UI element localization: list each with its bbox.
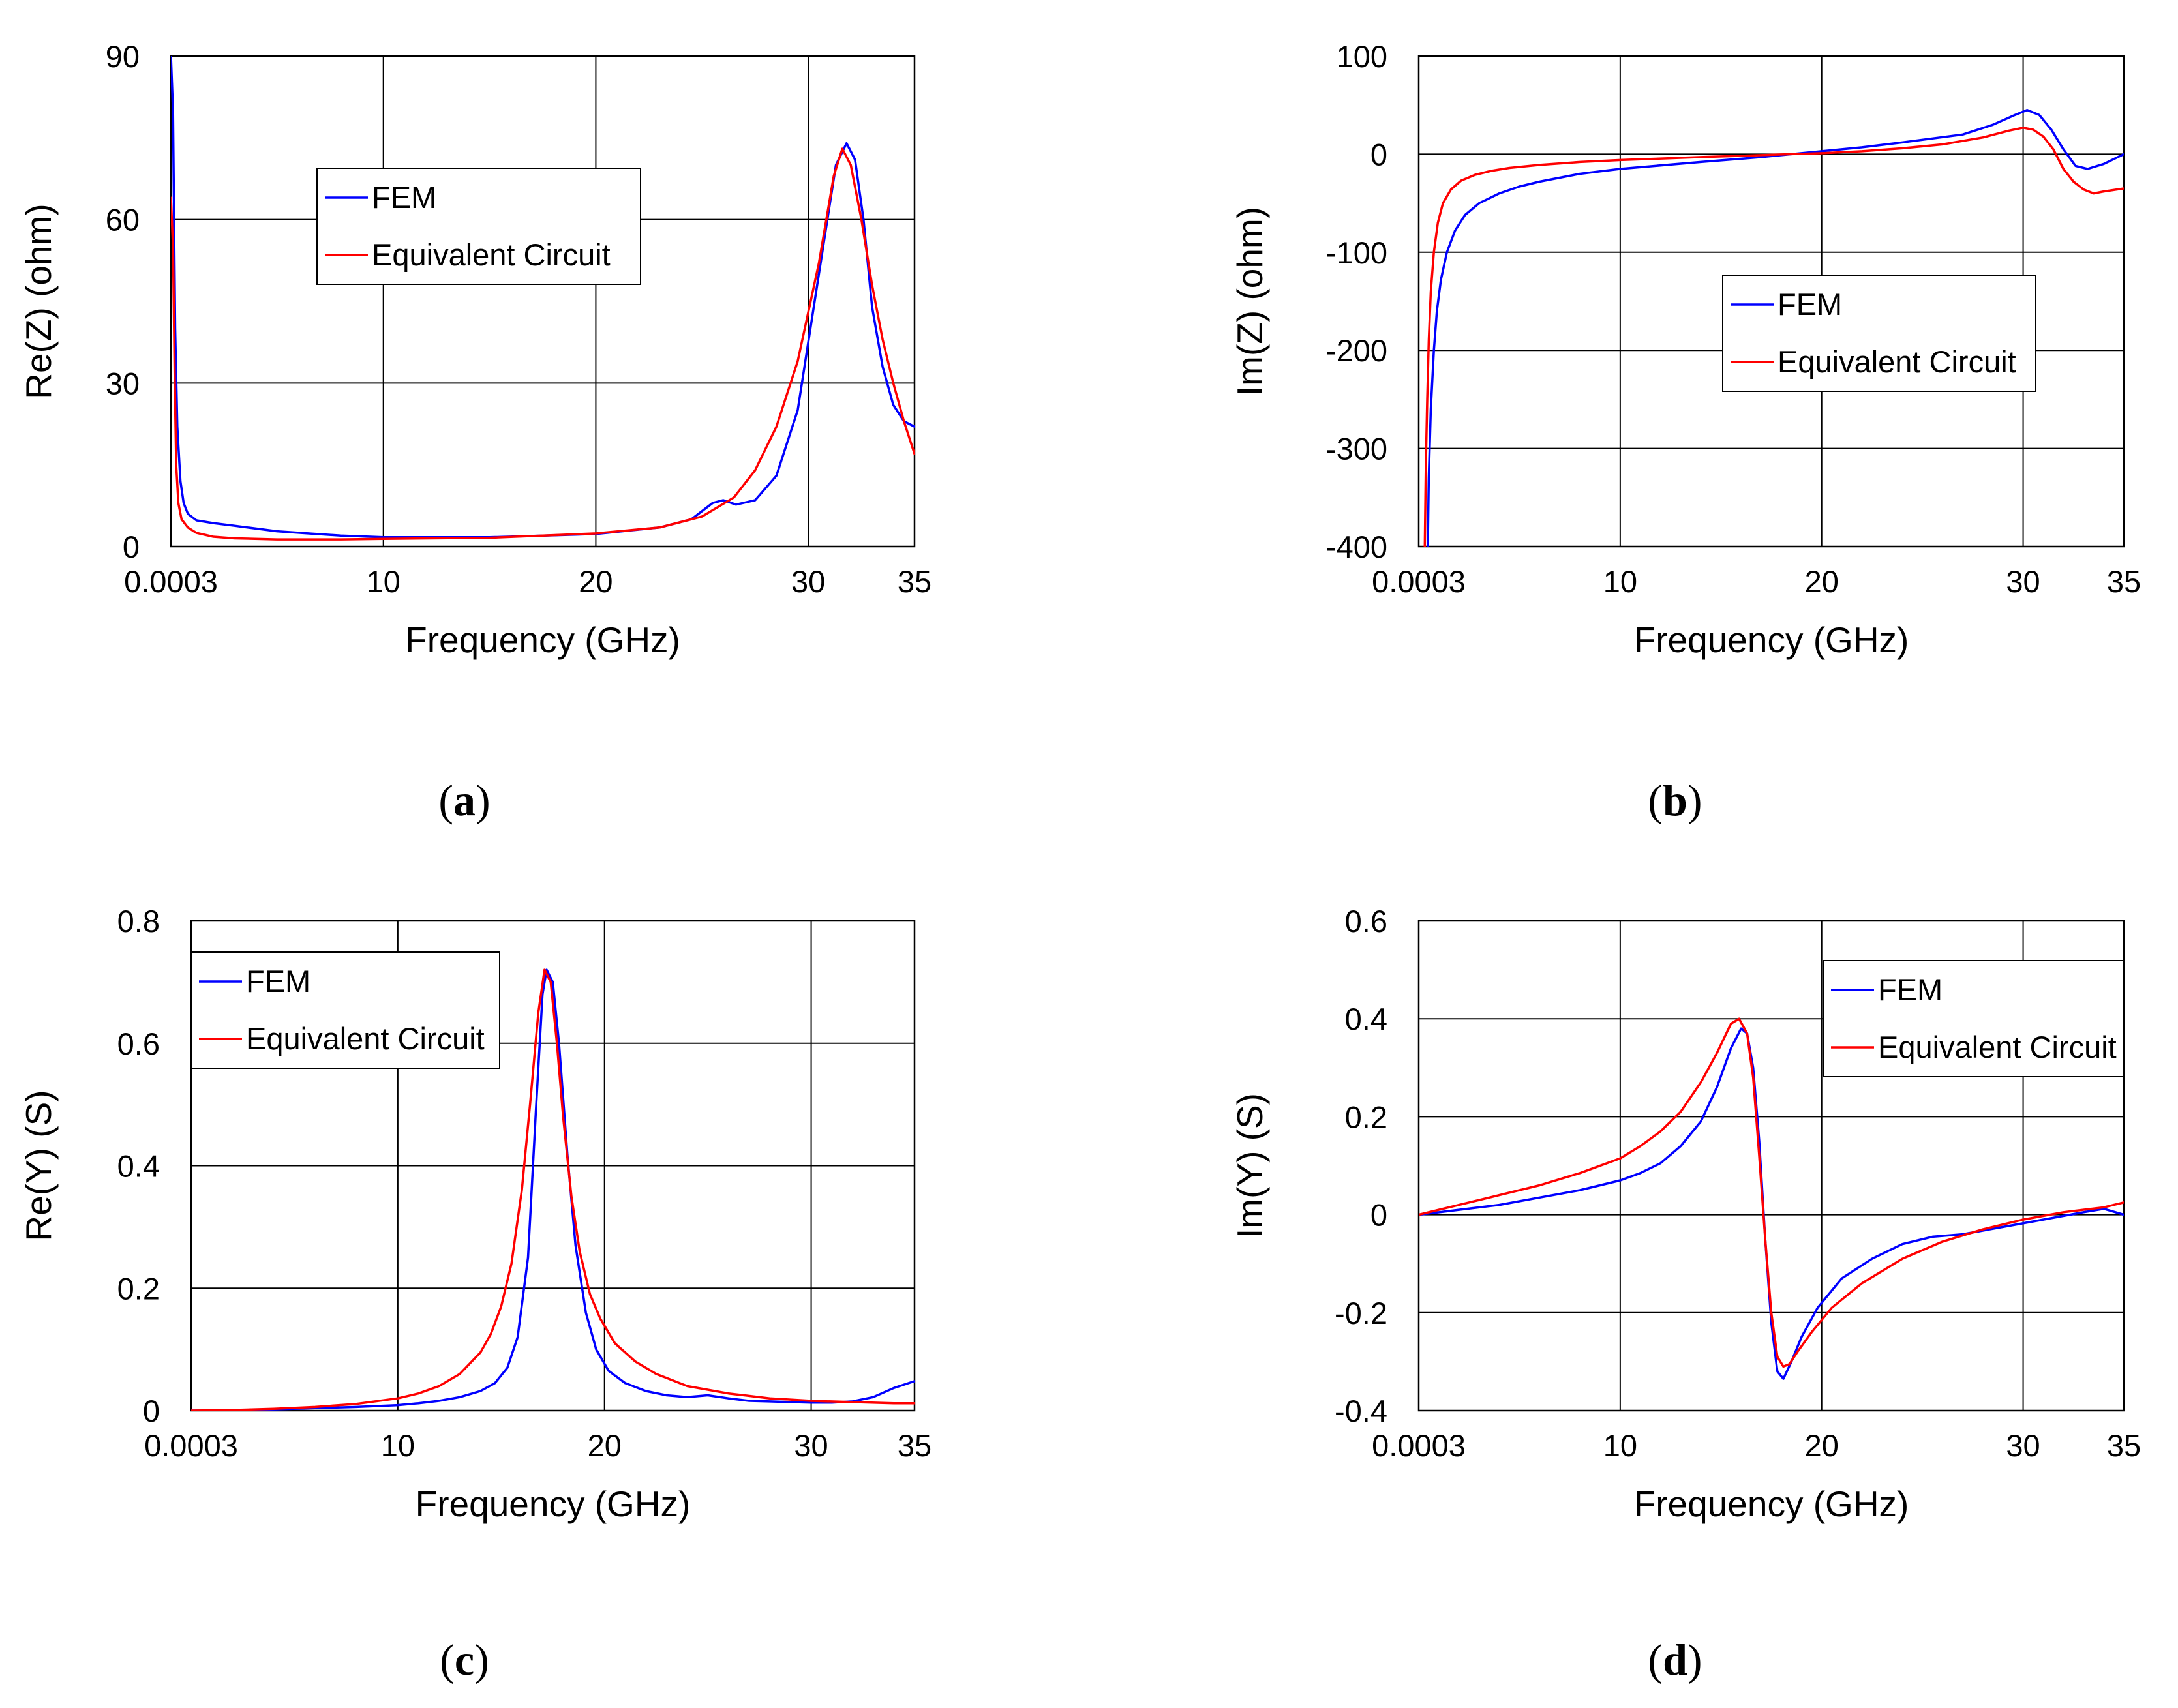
x-tick-label: 0.0003 [1372,1428,1466,1463]
y-tick-label: -0.2 [1335,1296,1387,1330]
y-tick-label: -300 [1326,432,1387,466]
y-tick-label: -100 [1326,235,1387,270]
y-tick-label: 0.2 [117,1271,160,1306]
legend: FEM Equivalent Circuit [316,168,641,285]
y-tick-label: 90 [106,39,140,74]
x-axis-title: Frequency (GHz) [1634,620,1909,660]
x-tick-label: 30 [791,564,825,599]
legend-label: FEM [1878,972,1943,1007]
x-tick-label: 20 [579,564,613,599]
x-tick-label: 30 [2006,564,2040,599]
y-tick-label: 30 [106,366,140,400]
series-line-fem [1419,1027,2124,1380]
legend-label: Equivalent Circuit [372,237,611,272]
x-tick-label: 35 [898,564,931,599]
legend-label: FEM [372,180,436,215]
plot-frame [170,55,916,548]
plot-frame [190,920,916,1412]
legend-box [190,951,500,1069]
x-tick-label: 0.0003 [1372,564,1466,599]
y-tick-label: 0.2 [1345,1100,1387,1134]
chart-panel-c: 0.0003 10 20 30 35 0 0.2 0.4 0.6 0.8 Frequency (GH… [18,904,931,1524]
panel-label: (c) [440,1635,489,1685]
legend: FEM Equivalent Circuit [1722,275,2036,392]
x-axis-title: Frequency (GHz) [416,1484,691,1524]
x-axis-title: Frequency (GHz) [405,620,680,660]
series-line-fem [1427,108,2124,547]
panel-label: (b) [1648,775,1702,825]
series-line-equivalent-circuit [171,147,915,541]
plot-frame [1417,55,2125,548]
x-tick-label: 10 [367,564,401,599]
series-line-equivalent-circuit [1419,1017,2124,1368]
legend-label: Equivalent Circuit [1777,344,2016,379]
y-tick-label: 0 [143,1394,160,1428]
y-tick-label: 0.6 [1345,904,1387,938]
y-tick-label: 0.4 [117,1149,160,1184]
plot-frame [1417,920,2125,1412]
x-tick-label: 35 [898,1428,931,1463]
y-tick-label: 0.6 [117,1026,160,1061]
x-tick-label: 10 [381,1428,415,1463]
x-tick-label: 30 [2006,1428,2040,1463]
y-tick-label: -400 [1326,530,1387,564]
y-tick-label: 0.8 [117,904,160,938]
y-tick-label: 0 [1370,137,1387,172]
series-line-fem [171,56,915,539]
x-axis-title: Frequency (GHz) [1634,1484,1909,1524]
legend-label: FEM [246,964,310,998]
x-tick-label: 35 [2107,564,2141,599]
x-tick-label: 30 [794,1428,828,1463]
series-line-equivalent-circuit [1423,127,2124,547]
panel-label: (d) [1648,1635,1702,1685]
y-tick-label: 0.4 [1345,1002,1387,1036]
y-tick-label: -200 [1326,333,1387,368]
legend-label: Equivalent Circuit [1878,1030,2117,1064]
legend-label: FEM [1777,287,1842,322]
y-tick-label: 100 [1337,39,1387,74]
legend-label: Equivalent Circuit [246,1021,485,1056]
y-axis-title: Im(Y) (S) [1230,1093,1270,1238]
x-tick-label: 20 [588,1428,622,1463]
panel-label: (a) [438,775,490,825]
y-axis-title: Re(Z) (ohm) [18,203,59,398]
chart-panel-b: 0.0003 10 20 30 35 -400 -300 -200 -100 0 100 Freque… [1230,39,2141,660]
y-tick-label: -0.4 [1335,1394,1387,1428]
x-tick-label: 10 [1603,1428,1637,1463]
legend-box [1823,960,2125,1077]
x-tick-label: 10 [1603,564,1637,599]
y-axis-title: Re(Y) (S) [18,1090,59,1241]
y-axis-title: Im(Z) (ohm) [1230,207,1270,396]
chart-panel-d: 0.0003 10 20 30 35 -0.4 -0.2 0 0.2 0.4 0.6 Frequenc… [1230,904,2141,1524]
legend-box [316,168,641,285]
y-tick-label: 60 [106,203,140,237]
x-tick-label: 20 [1805,1428,1839,1463]
legend: FEM Equivalent Circuit [190,951,500,1069]
x-tick-label: 0.0003 [144,1428,238,1463]
series-line-equivalent-circuit [191,968,915,1411]
legend: FEM Equivalent Circuit [1823,960,2125,1077]
x-tick-label: 20 [1805,564,1839,599]
y-tick-label: 0 [1370,1198,1387,1233]
chart-panel-a: 0.0003 10 20 30 35 0 30 60 90 Frequency (GHz) Re(Z… [18,39,931,660]
y-tick-label: 0 [123,530,140,564]
x-tick-label: 35 [2107,1428,2141,1463]
legend-box [1722,275,2036,392]
x-tick-label: 0.0003 [124,564,218,599]
